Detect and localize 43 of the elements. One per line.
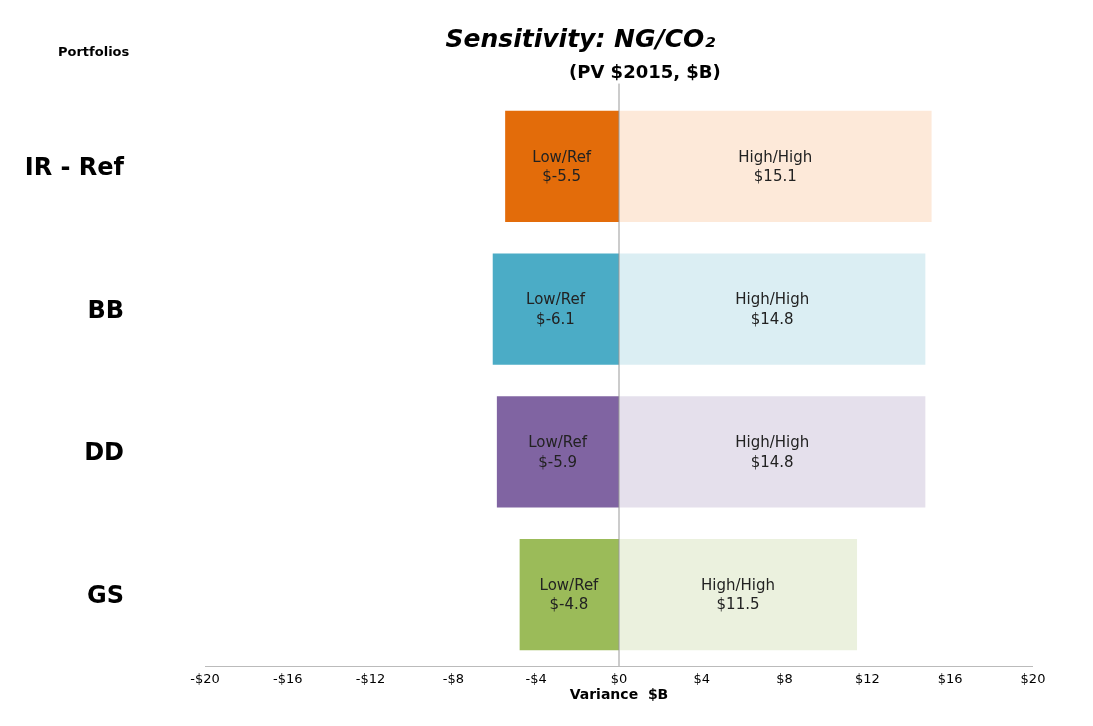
bar [505, 110, 619, 223]
data-label: $15.1 [753, 167, 797, 186]
text: Low/Ref [528, 433, 588, 452]
x-tick-label: $20 [1020, 670, 1046, 686]
y-tick-label: DD [84, 438, 124, 467]
x-tick-label: -$12 [355, 670, 386, 686]
x-tick-label: -$8 [442, 670, 465, 686]
bar [619, 110, 932, 223]
y-tick-label: GS [87, 581, 124, 610]
bar [619, 538, 858, 651]
text: Low/Ref [532, 147, 592, 166]
x-axis-title: Variance $B [569, 685, 669, 702]
chart-subtitle: (PV $2015, $B) [569, 61, 721, 82]
x-tick-label: $16 [937, 670, 963, 686]
series-label: High/High [701, 575, 776, 594]
data-label: $14.8 [750, 452, 794, 471]
bar [619, 253, 926, 365]
bar [496, 396, 619, 508]
bar [619, 396, 926, 508]
series-label: Low/Ref [539, 575, 600, 594]
x-tick-label: $0 [610, 670, 628, 686]
data-label: $-4.8 [549, 595, 589, 614]
bar [519, 538, 619, 651]
data-label: $14.8 [750, 309, 794, 328]
x-tick-label: -$16 [273, 670, 303, 686]
y-axis-title: Portfolios [58, 44, 130, 59]
y-tick-label: BB [87, 295, 124, 324]
x-tick-label: $4 [693, 670, 711, 686]
text: High/High [735, 433, 810, 452]
chart-title: Sensitivity: NG/CO₂ [445, 23, 716, 53]
x-tick-label: $8 [776, 670, 793, 686]
bar [492, 253, 619, 365]
x-tick-label: -$20 [190, 670, 220, 686]
text: High/High [738, 147, 813, 166]
y-tick-label: IR - Ref [24, 152, 125, 181]
data-label: $-5.9 [538, 452, 577, 471]
text: High/High [735, 290, 810, 309]
text: Low/Ref [526, 290, 585, 309]
data-label: $11.5 [716, 595, 760, 614]
x-tick-label: -$4 [525, 670, 547, 686]
data-label: $-6.1 [536, 309, 575, 328]
data-label: $-5.5 [542, 167, 582, 186]
x-tick-label: $12 [854, 670, 880, 686]
